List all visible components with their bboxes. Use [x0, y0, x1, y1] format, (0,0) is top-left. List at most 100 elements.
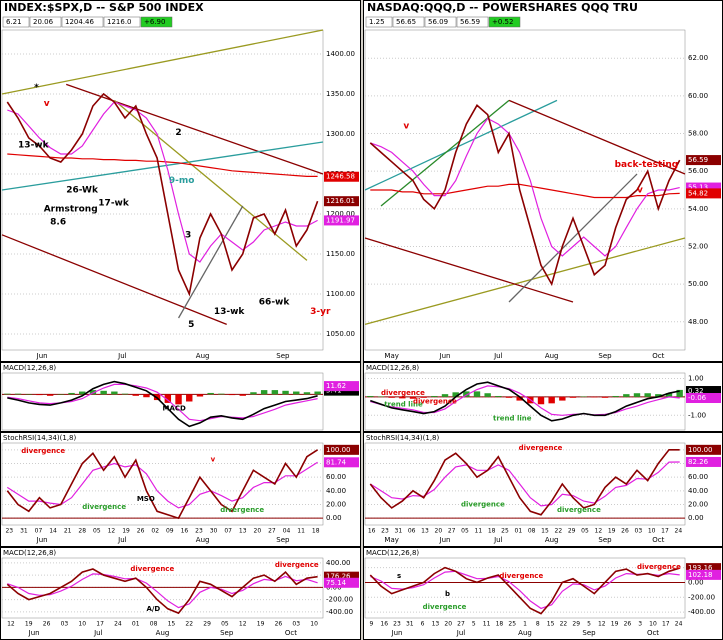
plot-area: [1, 557, 324, 619]
x-tick-label: 29: [572, 621, 580, 628]
x-tick-label: 3: [638, 621, 642, 628]
header-box: [103, 16, 141, 28]
histogram-bar: [377, 396, 385, 398]
histogram-bar: [644, 393, 651, 397]
x-tick-label: 22: [555, 528, 563, 535]
histogram-bar: [367, 395, 374, 397]
annotation: divergence: [413, 398, 457, 406]
histogram-bar: [111, 391, 118, 395]
histogram-bar: [207, 392, 214, 395]
x-tick-label: 03: [292, 621, 300, 628]
month-label: Aug: [518, 629, 532, 637]
annotation: 9-mo: [169, 176, 195, 186]
histogram-bar: [14, 393, 22, 395]
histogram-bar: [186, 394, 193, 402]
annotation: divergence: [82, 503, 126, 511]
annotation: divergence: [499, 572, 543, 580]
x-tick-label: 26: [621, 528, 629, 535]
annotation: divergence: [637, 563, 681, 571]
price-label-box: [324, 381, 359, 392]
annotation: divergence: [381, 389, 425, 397]
month-label: Sep: [598, 536, 612, 544]
annotation: 8.6: [50, 218, 66, 228]
price-label-box: [324, 171, 359, 182]
y-tick-label: 20.00: [688, 501, 708, 509]
y-tick-label: 60.00: [326, 473, 346, 481]
month-label: Sep: [276, 352, 290, 360]
x-tick-label: 16: [380, 621, 388, 628]
series-line: [369, 566, 680, 615]
x-tick-label: 05: [581, 528, 589, 535]
annotation: v: [211, 455, 216, 463]
histogram-bar: [314, 391, 321, 395]
y-tick-label: 52.00: [688, 242, 708, 250]
x-tick-label: 22: [185, 621, 193, 628]
histogram-bar: [143, 394, 150, 398]
price-label: 55.13: [688, 184, 708, 192]
price-label: -0.06: [688, 394, 707, 402]
histogram-bar: [495, 395, 502, 397]
x-tick-label: 31: [20, 528, 28, 535]
header-value: +6.90: [144, 18, 165, 26]
x-tick-label: 21: [64, 528, 72, 535]
y-tick-label: 400.00: [326, 559, 351, 567]
x-tick-label: 1: [523, 621, 527, 628]
y-tick-label: 1350.00: [326, 90, 355, 98]
histogram-bar: [473, 391, 481, 397]
annotation: divergence: [461, 501, 505, 509]
price-label: 75.14: [326, 579, 347, 587]
x-tick-label: 26: [275, 621, 283, 628]
histogram-bar: [569, 396, 577, 398]
annotation: v: [44, 99, 50, 109]
y-tick-label: 1.00: [688, 375, 704, 383]
histogram-bar: [633, 393, 641, 397]
month-label: Aug: [545, 536, 559, 544]
y-tick-label: -400.00: [688, 608, 715, 616]
y-tick-label: 0.00: [688, 578, 704, 586]
x-tick-label: 22: [560, 621, 568, 628]
x-tick-label: 27: [457, 621, 465, 628]
x-tick-label: 13: [421, 528, 429, 535]
x-tick-label: 20: [254, 528, 262, 535]
histogram-bar: [4, 393, 11, 395]
x-tick-label: 07: [35, 528, 43, 535]
header-value: 20.06: [33, 18, 54, 26]
histogram-bar: [452, 392, 459, 397]
price-label-box: [686, 182, 721, 193]
y-tick-label: -400.00: [326, 608, 353, 616]
pane-title: StochRSI(14,34)(1,8): [3, 434, 76, 442]
x-tick-label: 23: [195, 528, 203, 535]
price-label: 1246.58: [326, 173, 355, 181]
histogram-bar: [484, 393, 491, 397]
month-label: Sep: [220, 629, 234, 637]
month-label: Aug: [545, 352, 559, 360]
histogram-bar: [676, 389, 683, 397]
x-tick-label: 31: [395, 528, 403, 535]
pane-title: MACD(12,26,8): [366, 364, 419, 372]
series-line: [7, 101, 318, 263]
annotation: 3-yr: [310, 307, 331, 317]
month-label: Jul: [117, 536, 127, 544]
x-tick-label: 31: [406, 621, 414, 628]
price-label: 1191.97: [326, 216, 355, 224]
x-tick-label: 25: [508, 621, 516, 628]
x-tick-label: 16: [181, 528, 189, 535]
y-tick-label: 1300.00: [326, 130, 355, 138]
x-tick-label: 16: [368, 528, 376, 535]
month-label: Jul: [493, 536, 503, 544]
y-tick-label: 48.00: [688, 318, 708, 326]
header-value: 1204.46: [65, 18, 94, 26]
x-tick-label: 12: [239, 621, 247, 628]
x-tick-label: 10: [310, 621, 318, 628]
annotation: 2: [175, 128, 181, 138]
x-tick-label: 17: [662, 621, 670, 628]
y-tick-label: -200.00: [326, 596, 353, 604]
price-label: 54.82: [688, 189, 708, 197]
header-box: [456, 16, 489, 28]
header-box: [424, 16, 457, 28]
series-line: [7, 380, 318, 428]
histogram-bar: [420, 396, 427, 398]
price-label-box: [686, 393, 721, 404]
x-tick-label: 20: [444, 621, 452, 628]
